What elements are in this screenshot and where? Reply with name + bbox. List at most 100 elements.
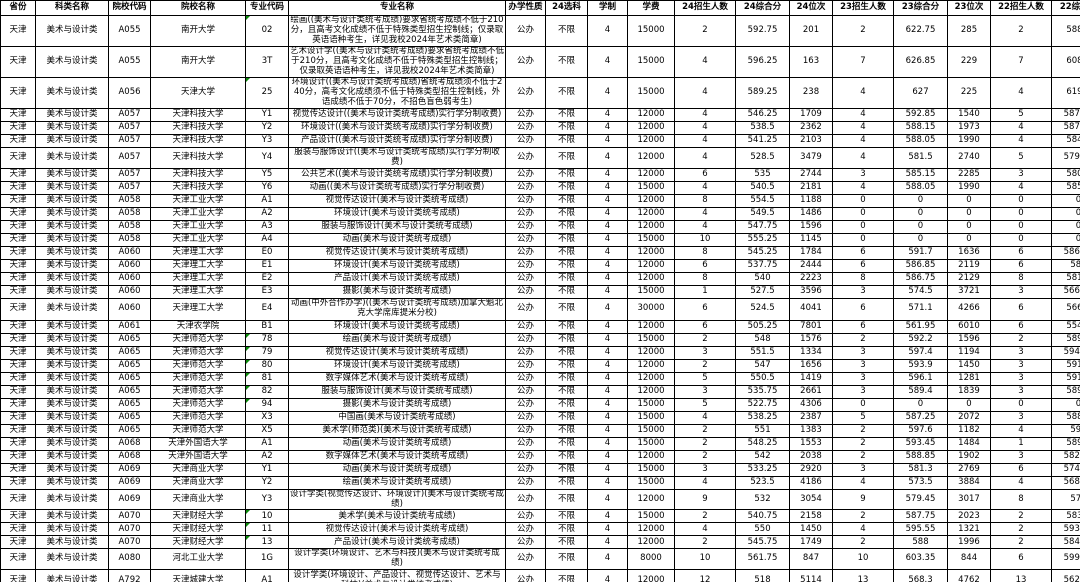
cell-r2-c12[interactable]: 238 (789, 77, 833, 109)
cell-r8-c8[interactable]: 4 (587, 180, 628, 195)
cell-r19-c8[interactable]: 4 (587, 332, 628, 347)
cell-r14-c13[interactable]: 6 (832, 258, 894, 273)
cell-r23-c3[interactable]: 天津师范大学 (150, 384, 246, 399)
cell-r30-c7[interactable]: 不限 (545, 475, 588, 490)
cell-r8-c0[interactable]: 天津 (0, 180, 36, 195)
cell-r30-c4[interactable]: Y2 (245, 475, 289, 490)
cell-r26-c16[interactable]: 4 (990, 423, 1052, 438)
cell-r26-c9[interactable]: 15000 (627, 423, 675, 438)
cell-r8-c15[interactable]: 1990 (947, 180, 991, 195)
cell-r13-c10[interactable]: 8 (674, 245, 736, 260)
cell-r26-c5[interactable]: 美术学(师范类)(美术与设计类统考成绩) (288, 423, 506, 438)
cell-r9-c7[interactable]: 不限 (545, 193, 588, 208)
column-header-12[interactable]: 24位次 (789, 0, 833, 16)
cell-r2-c4[interactable]: 25 (245, 77, 289, 109)
cell-r15-c2[interactable]: A060 (108, 271, 151, 286)
cell-r32-c15[interactable]: 2023 (947, 509, 991, 524)
table-row[interactable]: 天津 美术与设计类 A055 南开大学 02 绘画((美术与设计类统考成绩)要求省统考成绩… (0, 15, 1080, 47)
cell-r15-c13[interactable]: 8 (832, 271, 894, 286)
cell-r31-c14[interactable]: 579.45 (893, 488, 948, 511)
cell-r36-c8[interactable]: 4 (587, 569, 628, 582)
cell-r20-c6[interactable]: 公办 (505, 345, 546, 360)
cell-r3-c5[interactable]: 视觉传达设计((美术与设计类统考成绩)实行学分制收费) (288, 108, 506, 122)
cell-r0-c5[interactable]: 绘画((美术与设计类统考成绩)要求省统考成绩不低于210分，且高考文化成绩不低于… (288, 15, 506, 47)
cell-r26-c11[interactable]: 551 (735, 423, 790, 438)
cell-r24-c9[interactable]: 15000 (627, 397, 675, 412)
cell-r22-c12[interactable]: 1419 (789, 371, 833, 386)
cell-r0-c4[interactable]: 02 (245, 15, 289, 47)
cell-r6-c0[interactable]: 天津 (0, 147, 36, 169)
cell-r33-c2[interactable]: A070 (108, 522, 151, 537)
cell-r6-c6[interactable]: 公办 (505, 147, 546, 169)
cell-r3-c4[interactable]: Y1 (245, 108, 289, 122)
cell-r34-c13[interactable]: 2 (832, 535, 894, 550)
cell-r12-c6[interactable]: 公办 (505, 232, 546, 247)
cell-r21-c12[interactable]: 1656 (789, 358, 833, 373)
cell-r16-c1[interactable]: 美术与设计类 (35, 284, 109, 299)
cell-r11-c4[interactable]: A3 (245, 219, 289, 234)
cell-r16-c2[interactable]: A060 (108, 284, 151, 299)
cell-r23-c0[interactable]: 天津 (0, 384, 36, 399)
cell-r31-c6[interactable]: 公办 (505, 488, 546, 511)
cell-r24-c14[interactable]: 0 (893, 397, 948, 412)
cell-r32-c1[interactable]: 美术与设计类 (35, 509, 109, 524)
cell-r9-c17[interactable]: 0 (1051, 193, 1080, 208)
cell-r9-c2[interactable]: A058 (108, 193, 151, 208)
cell-r36-c15[interactable]: 4762 (947, 569, 991, 582)
cell-r26-c15[interactable]: 1182 (947, 423, 991, 438)
cell-r4-c5[interactable]: 环境设计((美术与设计类统考成绩)实行学分制收费) (288, 121, 506, 135)
cell-r20-c10[interactable]: 3 (674, 345, 736, 360)
cell-r34-c0[interactable]: 天津 (0, 535, 36, 550)
cell-r0-c2[interactable]: A055 (108, 15, 151, 47)
cell-r34-c12[interactable]: 1749 (789, 535, 833, 550)
cell-r4-c9[interactable]: 12000 (627, 121, 675, 135)
table-row[interactable]: 天津 美术与设计类 A060 天津理工大学 E3 摄影(美术与设计类统考成绩) 公办 不限 4 1… (0, 284, 1080, 299)
cell-r25-c11[interactable]: 538.25 (735, 410, 790, 425)
cell-r19-c4[interactable]: 78 (245, 332, 289, 347)
cell-r18-c17[interactable]: 554.4 (1051, 319, 1080, 334)
cell-r19-c17[interactable]: 589.5 (1051, 332, 1080, 347)
cell-r11-c15[interactable]: 0 (947, 219, 991, 234)
cell-r21-c5[interactable]: 环境设计(美术与设计类统考成绩) (288, 358, 506, 373)
column-header-5[interactable]: 专业名称 (288, 0, 506, 16)
cell-r28-c3[interactable]: 天津外国语大学 (150, 449, 246, 464)
cell-r10-c11[interactable]: 549.5 (735, 206, 790, 221)
cell-r4-c8[interactable]: 4 (587, 121, 628, 135)
cell-r4-c13[interactable]: 4 (832, 121, 894, 135)
cell-r19-c14[interactable]: 592.2 (893, 332, 948, 347)
cell-r27-c12[interactable]: 1553 (789, 436, 833, 451)
cell-r2-c13[interactable]: 4 (832, 77, 894, 109)
cell-r13-c17[interactable]: 586.55 (1051, 245, 1080, 260)
cell-r22-c2[interactable]: A065 (108, 371, 151, 386)
cell-r35-c10[interactable]: 10 (674, 548, 736, 571)
cell-r26-c1[interactable]: 美术与设计类 (35, 423, 109, 438)
cell-r17-c0[interactable]: 天津 (0, 297, 36, 321)
cell-r16-c15[interactable]: 3721 (947, 284, 991, 299)
cell-r28-c9[interactable]: 12000 (627, 449, 675, 464)
cell-r30-c14[interactable]: 573.5 (893, 475, 948, 490)
cell-r1-c12[interactable]: 163 (789, 46, 833, 78)
cell-r23-c4[interactable]: 82 (245, 384, 289, 399)
column-header-1[interactable]: 科类名称 (35, 0, 109, 16)
cell-r34-c15[interactable]: 1996 (947, 535, 991, 550)
cell-r19-c15[interactable]: 1596 (947, 332, 991, 347)
cell-r28-c0[interactable]: 天津 (0, 449, 36, 464)
table-row[interactable]: 天津 美术与设计类 A080 河北工业大学 1G 设计学类(环境设计、艺术与科技)(美术与… (0, 548, 1080, 571)
table-row[interactable]: 天津 美术与设计类 A057 天津科技大学 Y3 产品设计((美术与设计类统考成绩)实行学… (0, 134, 1080, 148)
cell-r0-c16[interactable]: 2 (990, 15, 1052, 47)
cell-r21-c1[interactable]: 美术与设计类 (35, 358, 109, 373)
cell-r1-c8[interactable]: 4 (587, 46, 628, 78)
cell-r6-c12[interactable]: 3479 (789, 147, 833, 169)
cell-r34-c17[interactable]: 584.05 (1051, 535, 1080, 550)
cell-r8-c2[interactable]: A057 (108, 180, 151, 195)
cell-r16-c5[interactable]: 摄影(美术与设计类统考成绩) (288, 284, 506, 299)
cell-r13-c9[interactable]: 12000 (627, 245, 675, 260)
cell-r24-c17[interactable]: 0 (1051, 397, 1080, 412)
cell-r23-c8[interactable]: 4 (587, 384, 628, 399)
cell-r15-c11[interactable]: 540 (735, 271, 790, 286)
column-header-3[interactable]: 院校名称 (150, 0, 246, 16)
cell-r19-c2[interactable]: A065 (108, 332, 151, 347)
cell-r29-c15[interactable]: 2769 (947, 462, 991, 477)
cell-r2-c6[interactable]: 公办 (505, 77, 546, 109)
